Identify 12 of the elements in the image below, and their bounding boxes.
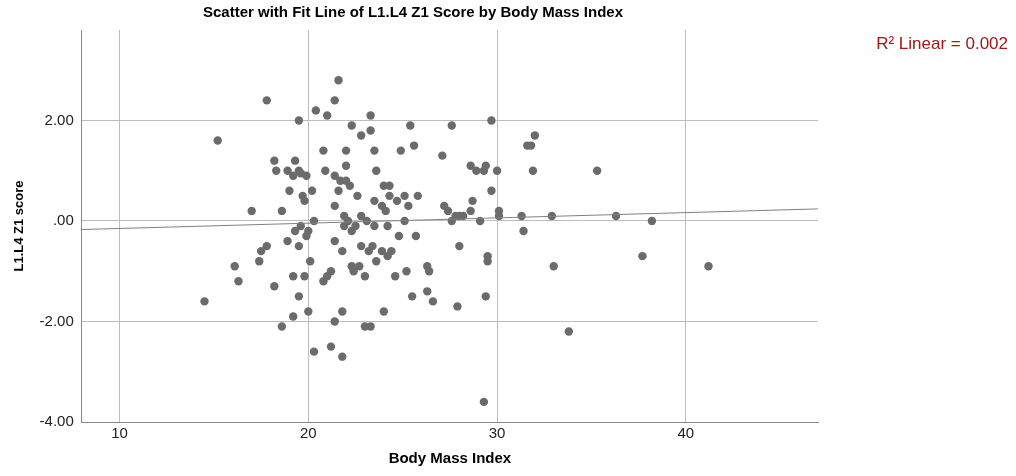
text: R² Linear = 0.002 bbox=[876, 33, 1008, 53]
y-tick-label: 2.00 bbox=[44, 110, 74, 128]
x-tick-label: 20 bbox=[299, 424, 317, 442]
y-axis-title: L1.L4 Z1 score bbox=[11, 180, 27, 272]
y-tick-label: -4.00 bbox=[39, 412, 74, 430]
x-axis-title: Body Mass Index bbox=[388, 449, 512, 467]
chart-title: Scatter with Fit Line of L1.L4 Z1 Score by Body Mass Index bbox=[202, 3, 624, 21]
y-tick-label: .00 bbox=[52, 211, 74, 229]
x-tick-label: 40 bbox=[677, 424, 695, 442]
x-tick-label: 10 bbox=[111, 424, 128, 442]
x-tick-label: 30 bbox=[488, 424, 506, 442]
y-tick-label: -2.00 bbox=[39, 311, 74, 329]
